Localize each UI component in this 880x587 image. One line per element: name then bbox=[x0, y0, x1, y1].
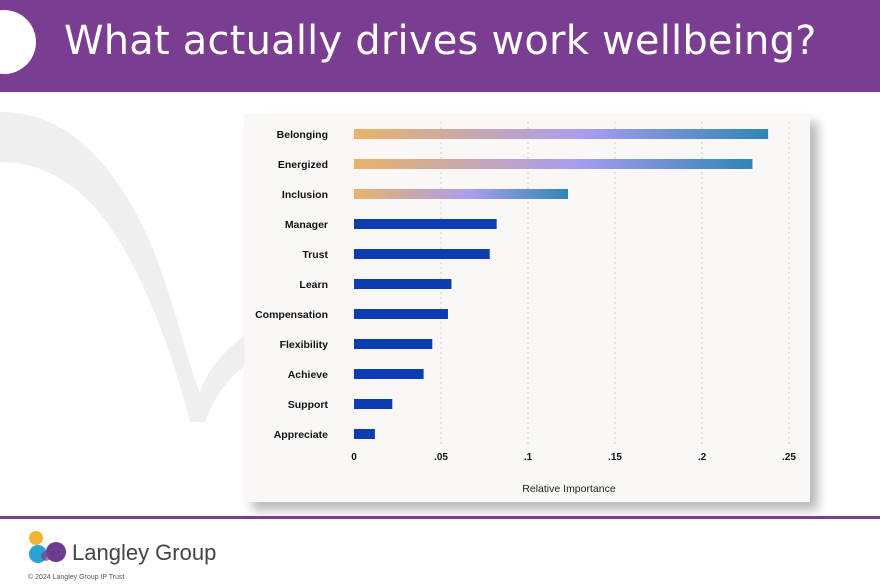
bar-belonging bbox=[354, 129, 769, 139]
x-tick-labels: 0 .05 .1 .15 .2 .25 bbox=[351, 452, 796, 463]
chart-panel: Belonging Energized Inclusion Manager Trust L… bbox=[244, 114, 810, 502]
bar-chart: Belonging Energized Inclusion Manager Trust L… bbox=[255, 122, 796, 495]
category-label: Achieve bbox=[288, 369, 328, 381]
brand-name: Langley Group bbox=[72, 540, 217, 565]
category-label: Flexibility bbox=[280, 339, 329, 351]
grid-lines bbox=[440, 122, 790, 444]
bar-manager bbox=[354, 219, 497, 229]
x-tick-label: .1 bbox=[524, 452, 533, 463]
category-label: Manager bbox=[285, 219, 328, 231]
bar-achieve bbox=[354, 369, 424, 379]
bars bbox=[354, 129, 769, 439]
footer-divider bbox=[0, 516, 880, 519]
langley-logo-icon bbox=[29, 531, 66, 563]
category-label: Belonging bbox=[277, 129, 328, 141]
category-labels: Belonging Energized Inclusion Manager Trust L… bbox=[255, 129, 328, 441]
category-label: Trust bbox=[302, 249, 328, 261]
category-label: Learn bbox=[299, 279, 328, 291]
category-label: Support bbox=[288, 399, 329, 411]
bar-inclusion bbox=[354, 189, 569, 199]
bar-flexibility bbox=[354, 339, 433, 349]
bar-learn bbox=[354, 279, 452, 289]
page-title: What actually drives work wellbeing? bbox=[64, 18, 817, 64]
background-swoosh-decoration bbox=[0, 112, 250, 422]
x-tick-label: .25 bbox=[782, 452, 796, 463]
x-axis-title: Relative Importance bbox=[522, 483, 616, 495]
category-label: Energized bbox=[278, 159, 328, 171]
x-tick-label: .15 bbox=[608, 452, 622, 463]
copyright-text: © 2024 Langley Group IP Trust bbox=[28, 574, 125, 581]
category-label: Inclusion bbox=[282, 189, 328, 201]
bar-energized bbox=[354, 159, 753, 169]
header-bar: What actually drives work wellbeing? bbox=[0, 0, 880, 92]
category-label: Compensation bbox=[255, 309, 328, 321]
bar-support bbox=[354, 399, 393, 409]
bar-compensation bbox=[354, 309, 448, 319]
header-circle-decoration bbox=[0, 10, 36, 74]
bar-trust bbox=[354, 249, 490, 259]
x-tick-label: 0 bbox=[351, 452, 357, 463]
x-tick-label: .05 bbox=[434, 452, 448, 463]
bar-appreciate bbox=[354, 429, 375, 439]
x-tick-label: .2 bbox=[698, 452, 707, 463]
category-label: Appreciate bbox=[274, 429, 328, 441]
